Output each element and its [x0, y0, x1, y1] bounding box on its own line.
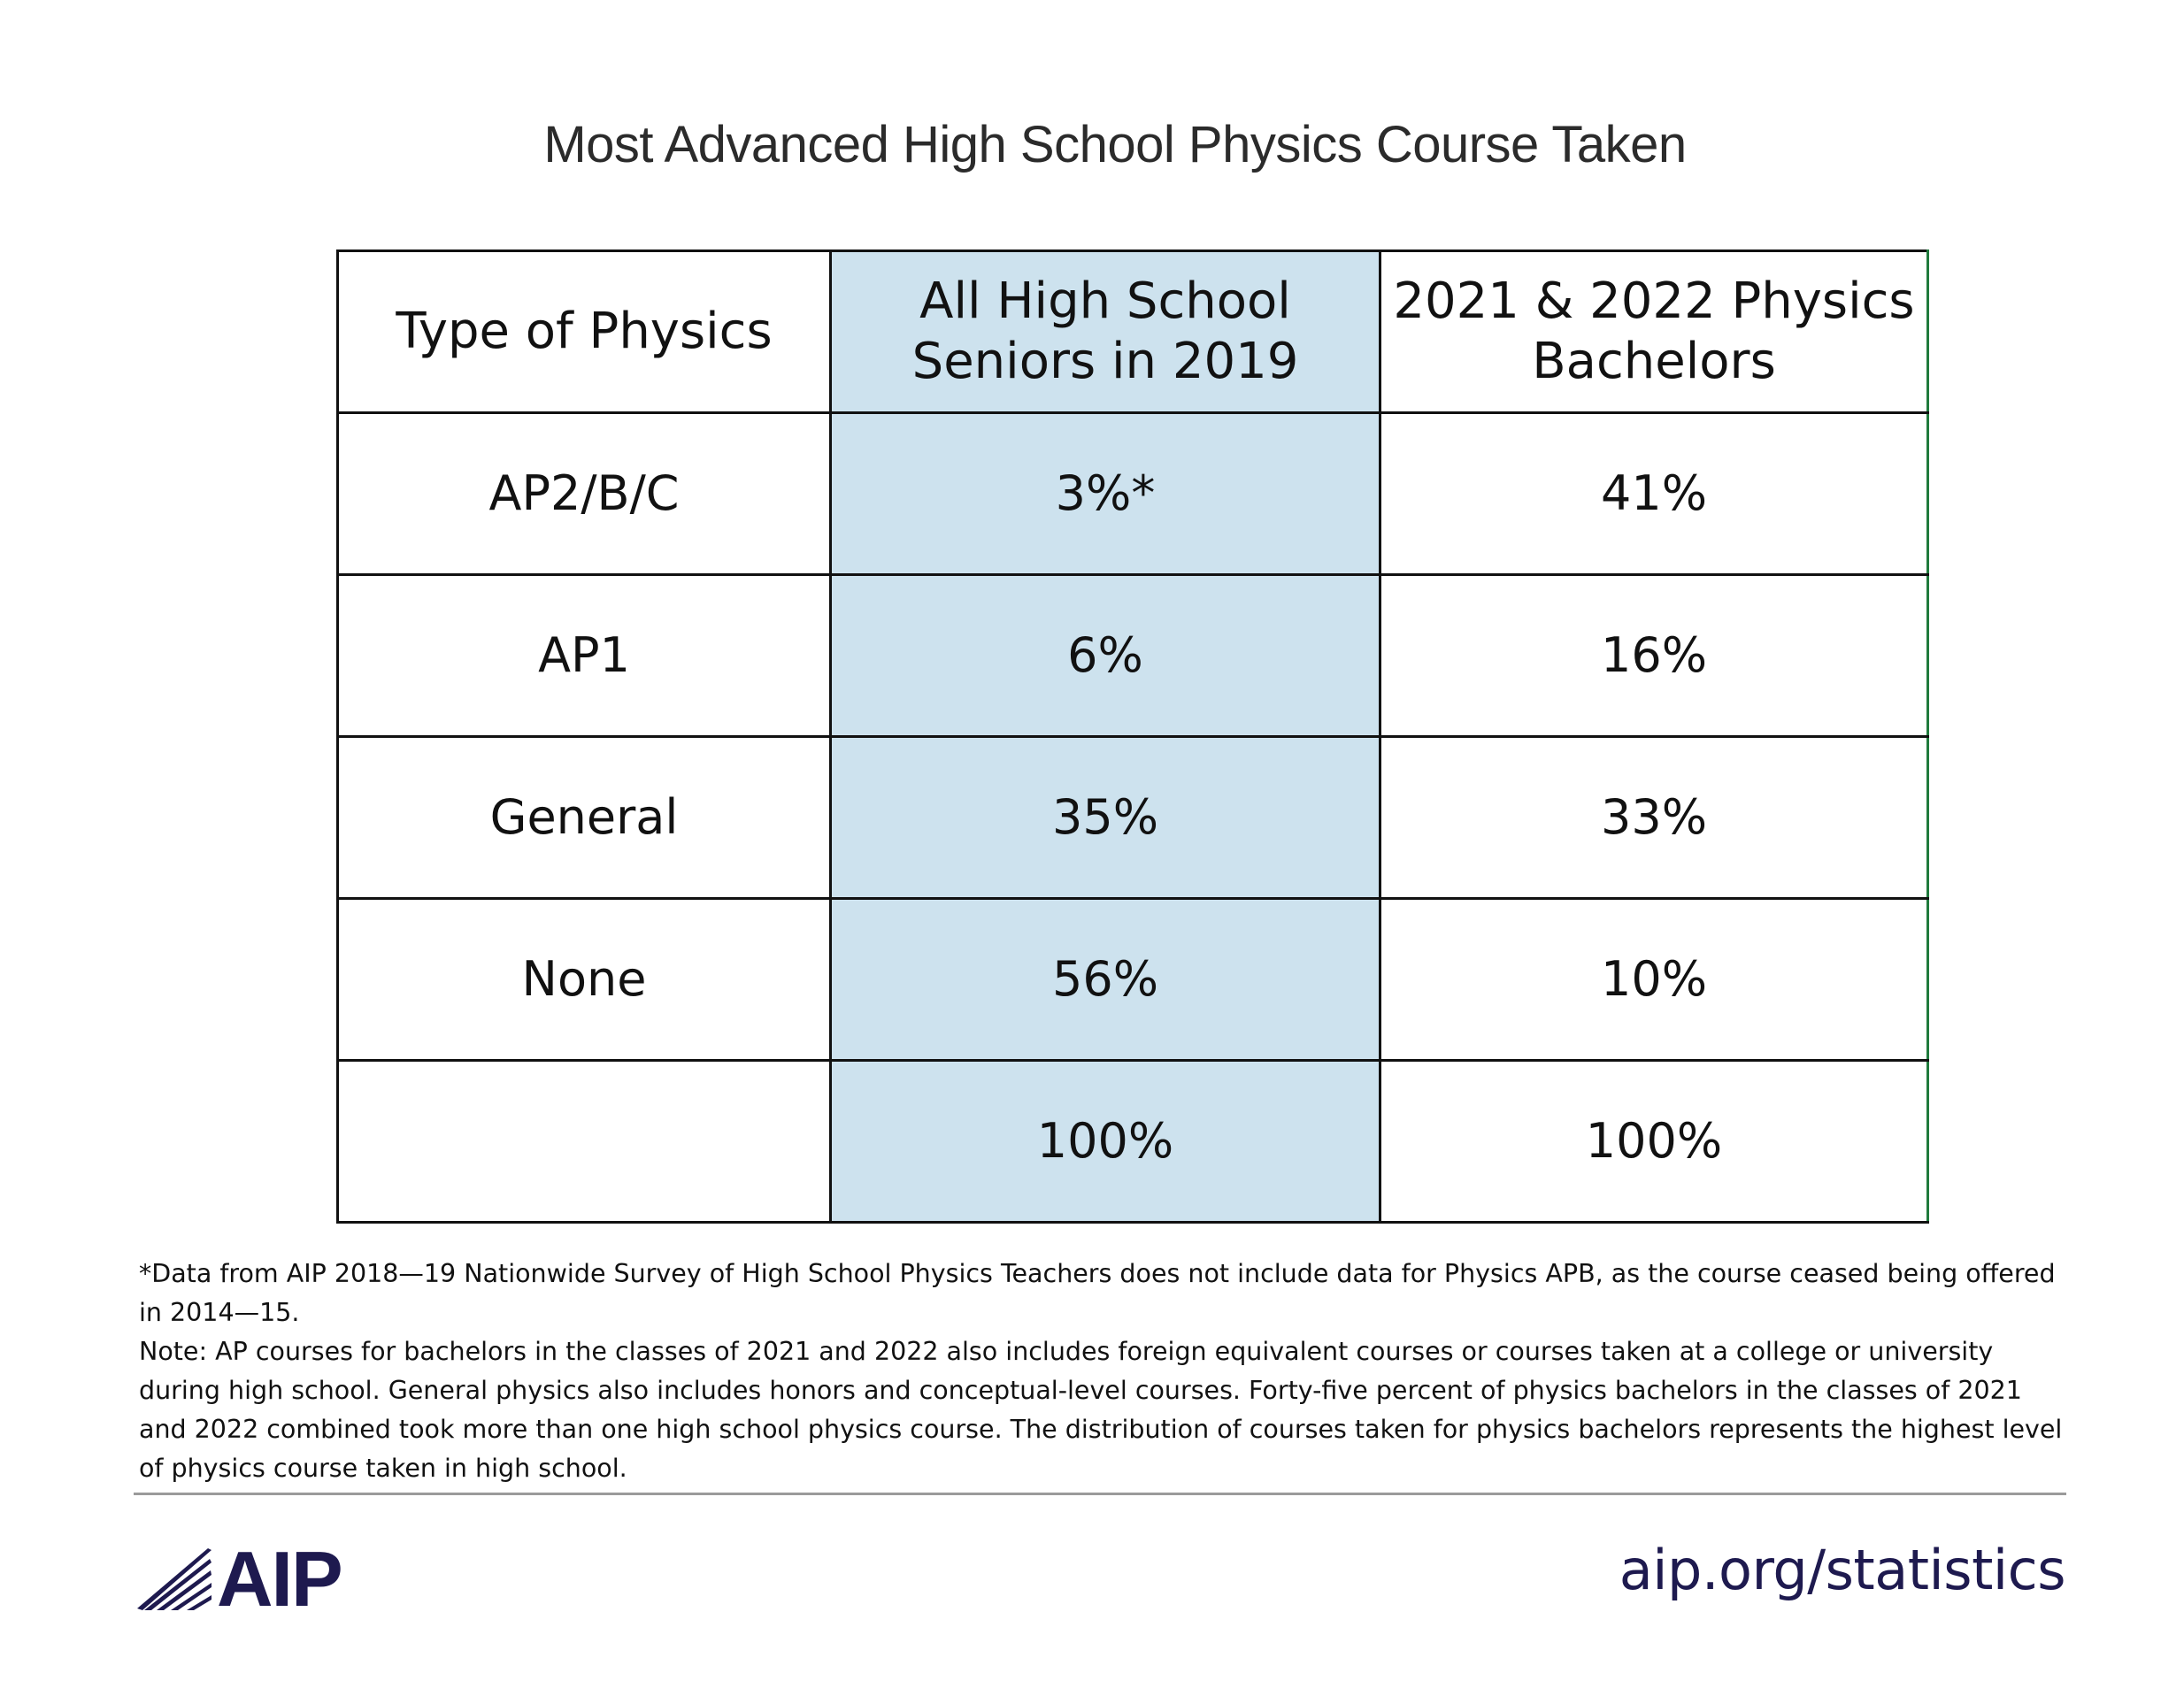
note-footnote: Note: AP courses for bachelors in the cl…: [139, 1332, 2068, 1488]
cell-seniors: 3%*: [831, 413, 1380, 575]
cell-bachelors: 16%: [1380, 575, 1928, 737]
row-label: General: [338, 737, 831, 899]
aip-logo[interactable]: AIP: [137, 1539, 342, 1619]
cell-seniors: 56%: [831, 899, 1380, 1061]
logo-text: AIP: [217, 1539, 342, 1619]
footnotes: *Data from AIP 2018—19 Nationwide Survey…: [139, 1255, 2068, 1488]
table-row-total: 100% 100%: [338, 1061, 1928, 1223]
cell-bachelors: 41%: [1380, 413, 1928, 575]
row-label: AP2/B/C: [338, 413, 831, 575]
row-label: None: [338, 899, 831, 1061]
header-line: All High School: [919, 272, 1291, 330]
table-header-row: Type of Physics All High School Seniors …: [338, 251, 1928, 413]
asterisk-footnote: *Data from AIP 2018—19 Nationwide Survey…: [139, 1255, 2068, 1332]
header-type-of-physics: Type of Physics: [338, 251, 831, 413]
table-row: General 35% 33%: [338, 737, 1928, 899]
chart-title: Most Advanced High School Physics Course…: [0, 115, 2184, 174]
cell-bachelors: 33%: [1380, 737, 1928, 899]
cell-bachelors-total: 100%: [1380, 1061, 1928, 1223]
cell-bachelors: 10%: [1380, 899, 1928, 1061]
row-label: [338, 1061, 831, 1223]
footer-divider: [134, 1493, 2066, 1495]
table-row: AP2/B/C 3%* 41%: [338, 413, 1928, 575]
header-all-seniors: All High School Seniors in 2019: [831, 251, 1380, 413]
header-line: Seniors in 2019: [912, 333, 1299, 390]
table-row: AP1 6% 16%: [338, 575, 1928, 737]
row-label: AP1: [338, 575, 831, 737]
header-physics-bachelors: 2021 & 2022 Physics Bachelors: [1380, 251, 1928, 413]
cell-seniors: 6%: [831, 575, 1380, 737]
aip-rays-icon: [137, 1548, 211, 1610]
cell-seniors-total: 100%: [831, 1061, 1380, 1223]
table-row: None 56% 10%: [338, 899, 1928, 1061]
header-line: Bachelors: [1532, 333, 1776, 390]
data-table: Type of Physics All High School Seniors …: [336, 249, 1929, 1224]
statistics-link[interactable]: aip.org/statistics: [1619, 1538, 2065, 1602]
header-line: 2021 & 2022 Physics: [1393, 272, 1914, 330]
header-line: Type of Physics: [396, 303, 772, 360]
cell-seniors: 35%: [831, 737, 1380, 899]
